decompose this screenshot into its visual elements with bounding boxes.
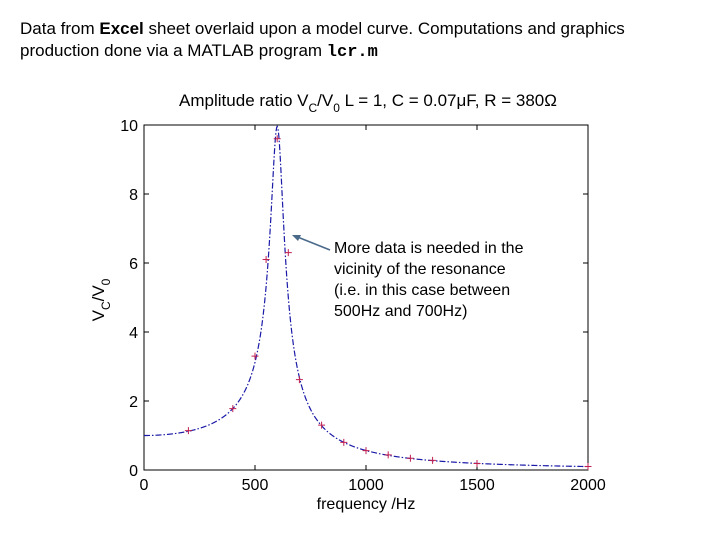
data-point-marker [473, 459, 481, 467]
x-tick-label: 2000 [570, 477, 606, 494]
y-axis-label: VC/V0 [89, 278, 113, 321]
caption-program-name: lcr.m [326, 43, 378, 62]
data-point-marker [273, 135, 281, 143]
model-curve-line [144, 125, 589, 468]
y-tick-label: 4 [129, 325, 138, 342]
y-tick-label: 8 [129, 187, 138, 204]
y-tick-label: 0 [129, 463, 138, 480]
caption: Data from Excel sheet overlaid upon a mo… [20, 18, 700, 64]
caption-text-2: sheet overlaid upon a model curve. Compu… [20, 19, 625, 60]
annotation-line-4: 500Hz and 700Hz) [334, 303, 468, 320]
data-point-marker [584, 463, 592, 471]
x-tick-label: 1500 [459, 477, 495, 494]
y-tick-label: 6 [129, 256, 138, 273]
x-axis-ticks: 0 500 1000 1500 2000 [140, 125, 606, 494]
annotation-arrow-head [292, 235, 301, 241]
data-point-marker [262, 256, 270, 264]
data-point-marker [251, 352, 259, 360]
annotation-line-2: vicinity of the resonance [334, 261, 506, 278]
data-point-marker [318, 421, 326, 429]
chart-title: Amplitude ratio VC/V0 L = 1, C = 0.07μF,… [179, 91, 557, 115]
x-tick-label: 1000 [348, 477, 384, 494]
y-tick-label: 2 [129, 394, 138, 411]
data-point-marker [229, 405, 237, 413]
data-point-marker [184, 427, 192, 435]
data-point-marker [340, 438, 348, 446]
y-tick-label: 10 [120, 118, 138, 135]
data-point-marker [284, 249, 292, 257]
data-point-marker [406, 454, 414, 462]
caption-text-1: Data from [20, 19, 100, 38]
x-tick-label: 500 [242, 477, 269, 494]
data-point-marker [362, 447, 370, 455]
data-point-marker [295, 376, 303, 384]
x-axis-label: frequency /Hz [317, 496, 416, 513]
annotation-arrow-line [294, 235, 331, 251]
x-tick-label: 0 [140, 477, 149, 494]
data-point-marker [429, 456, 437, 464]
y-axis-ticks: 0 2 4 6 8 10 [120, 118, 588, 480]
caption-excel-word: Excel [99, 19, 144, 38]
data-point-marker [384, 451, 392, 459]
annotation-line-1: More data is needed in the [334, 240, 524, 257]
annotation-line-3: (i.e. in this case between [334, 282, 511, 299]
excel-data-markers [184, 135, 592, 471]
annotation-note: More data is needed in the vicinity of t… [334, 238, 584, 322]
